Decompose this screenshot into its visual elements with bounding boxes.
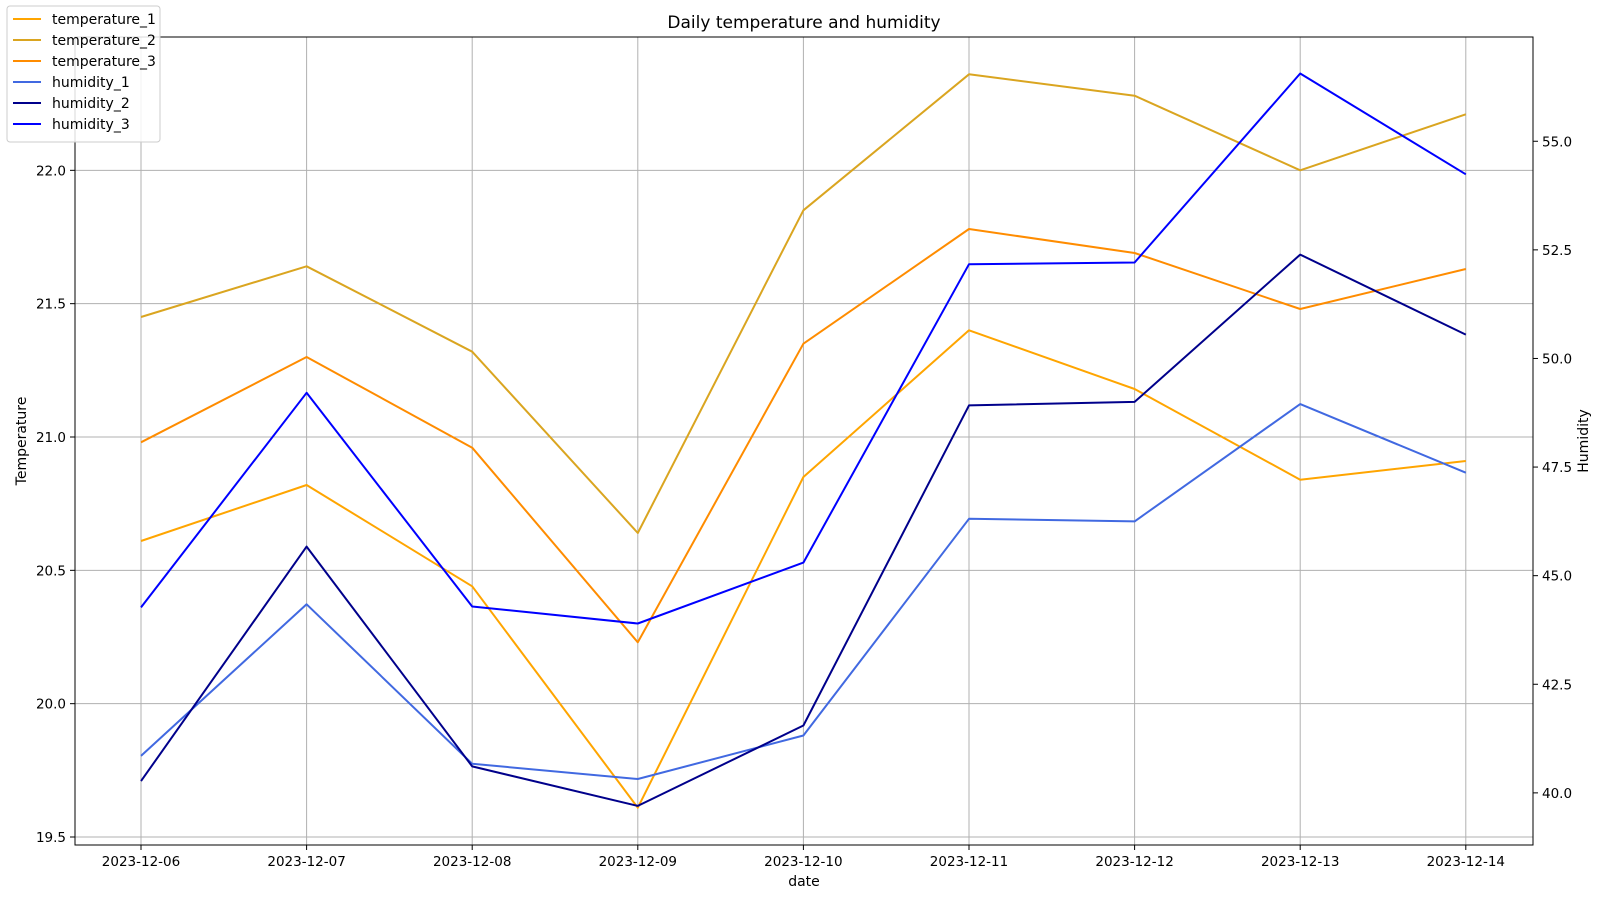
x-tick-label: 2023-12-09	[599, 854, 677, 870]
legend-label: temperature_2	[52, 33, 156, 49]
y-tick-label: 21.0	[36, 430, 66, 446]
y-axis-label: Temperature	[14, 397, 30, 487]
series-line-humidity-2	[140, 253, 1467, 807]
y2-tick-label: 42.5	[1542, 677, 1572, 693]
y2-tick-label: 47.5	[1542, 460, 1572, 476]
x-tick-label: 2023-12-08	[433, 854, 511, 870]
legend-label: humidity_3	[52, 117, 130, 133]
y-tick-label: 20.0	[36, 697, 66, 713]
grid-lines	[75, 37, 1533, 845]
plot-frame	[74, 36, 1534, 846]
y2-tick-label: 52.5	[1542, 243, 1572, 259]
x-tick-label: 2023-12-12	[1095, 854, 1173, 870]
chart-title: Daily temperature and humidity	[667, 13, 940, 33]
series-line-temperature-1	[140, 329, 1466, 809]
y2-tick-label: 55.0	[1542, 134, 1572, 150]
y-tick-label: 22.0	[36, 163, 66, 179]
legend-label: temperature_3	[52, 54, 156, 70]
series-line-humidity-3	[140, 72, 1467, 625]
y2-tick-label: 40.0	[1542, 786, 1572, 802]
x-tick-label: 2023-12-13	[1261, 854, 1339, 870]
legend: temperature_1 temperature_2 temperature_3h…	[6, 5, 161, 143]
legend-label: humidity_2	[52, 96, 130, 112]
series-lines	[140, 72, 1467, 809]
x-tick-label: 2023-12-11	[930, 854, 1008, 870]
axes: 2023-12-06 2023-12-07 2023-12-08 2023-12-09…	[36, 36, 1572, 870]
series-line-temperature-2	[140, 73, 1467, 534]
y-tick-label: 19.5	[36, 830, 66, 846]
series-line-humidity-1	[140, 403, 1467, 780]
x-tick-label: 2023-12-06	[102, 854, 180, 870]
y-tick-label: 21.5	[36, 297, 66, 313]
y-tick-label: 20.5	[36, 563, 66, 579]
legend-box	[6, 5, 161, 143]
x-tick-label: 2023-12-14	[1427, 854, 1505, 870]
x-axis-label: date	[788, 874, 820, 890]
legend-label: humidity_1	[52, 75, 130, 91]
y2-tick-label: 45.0	[1542, 569, 1572, 585]
y2-axis-label: Humidity	[1576, 409, 1592, 472]
x-tick-label: 2023-12-10	[764, 854, 842, 870]
legend-label: temperature_1	[52, 12, 156, 28]
x-tick-label: 2023-12-07	[267, 854, 345, 870]
series-line-temperature-3	[140, 228, 1467, 644]
y2-tick-label: 50.0	[1542, 351, 1572, 367]
